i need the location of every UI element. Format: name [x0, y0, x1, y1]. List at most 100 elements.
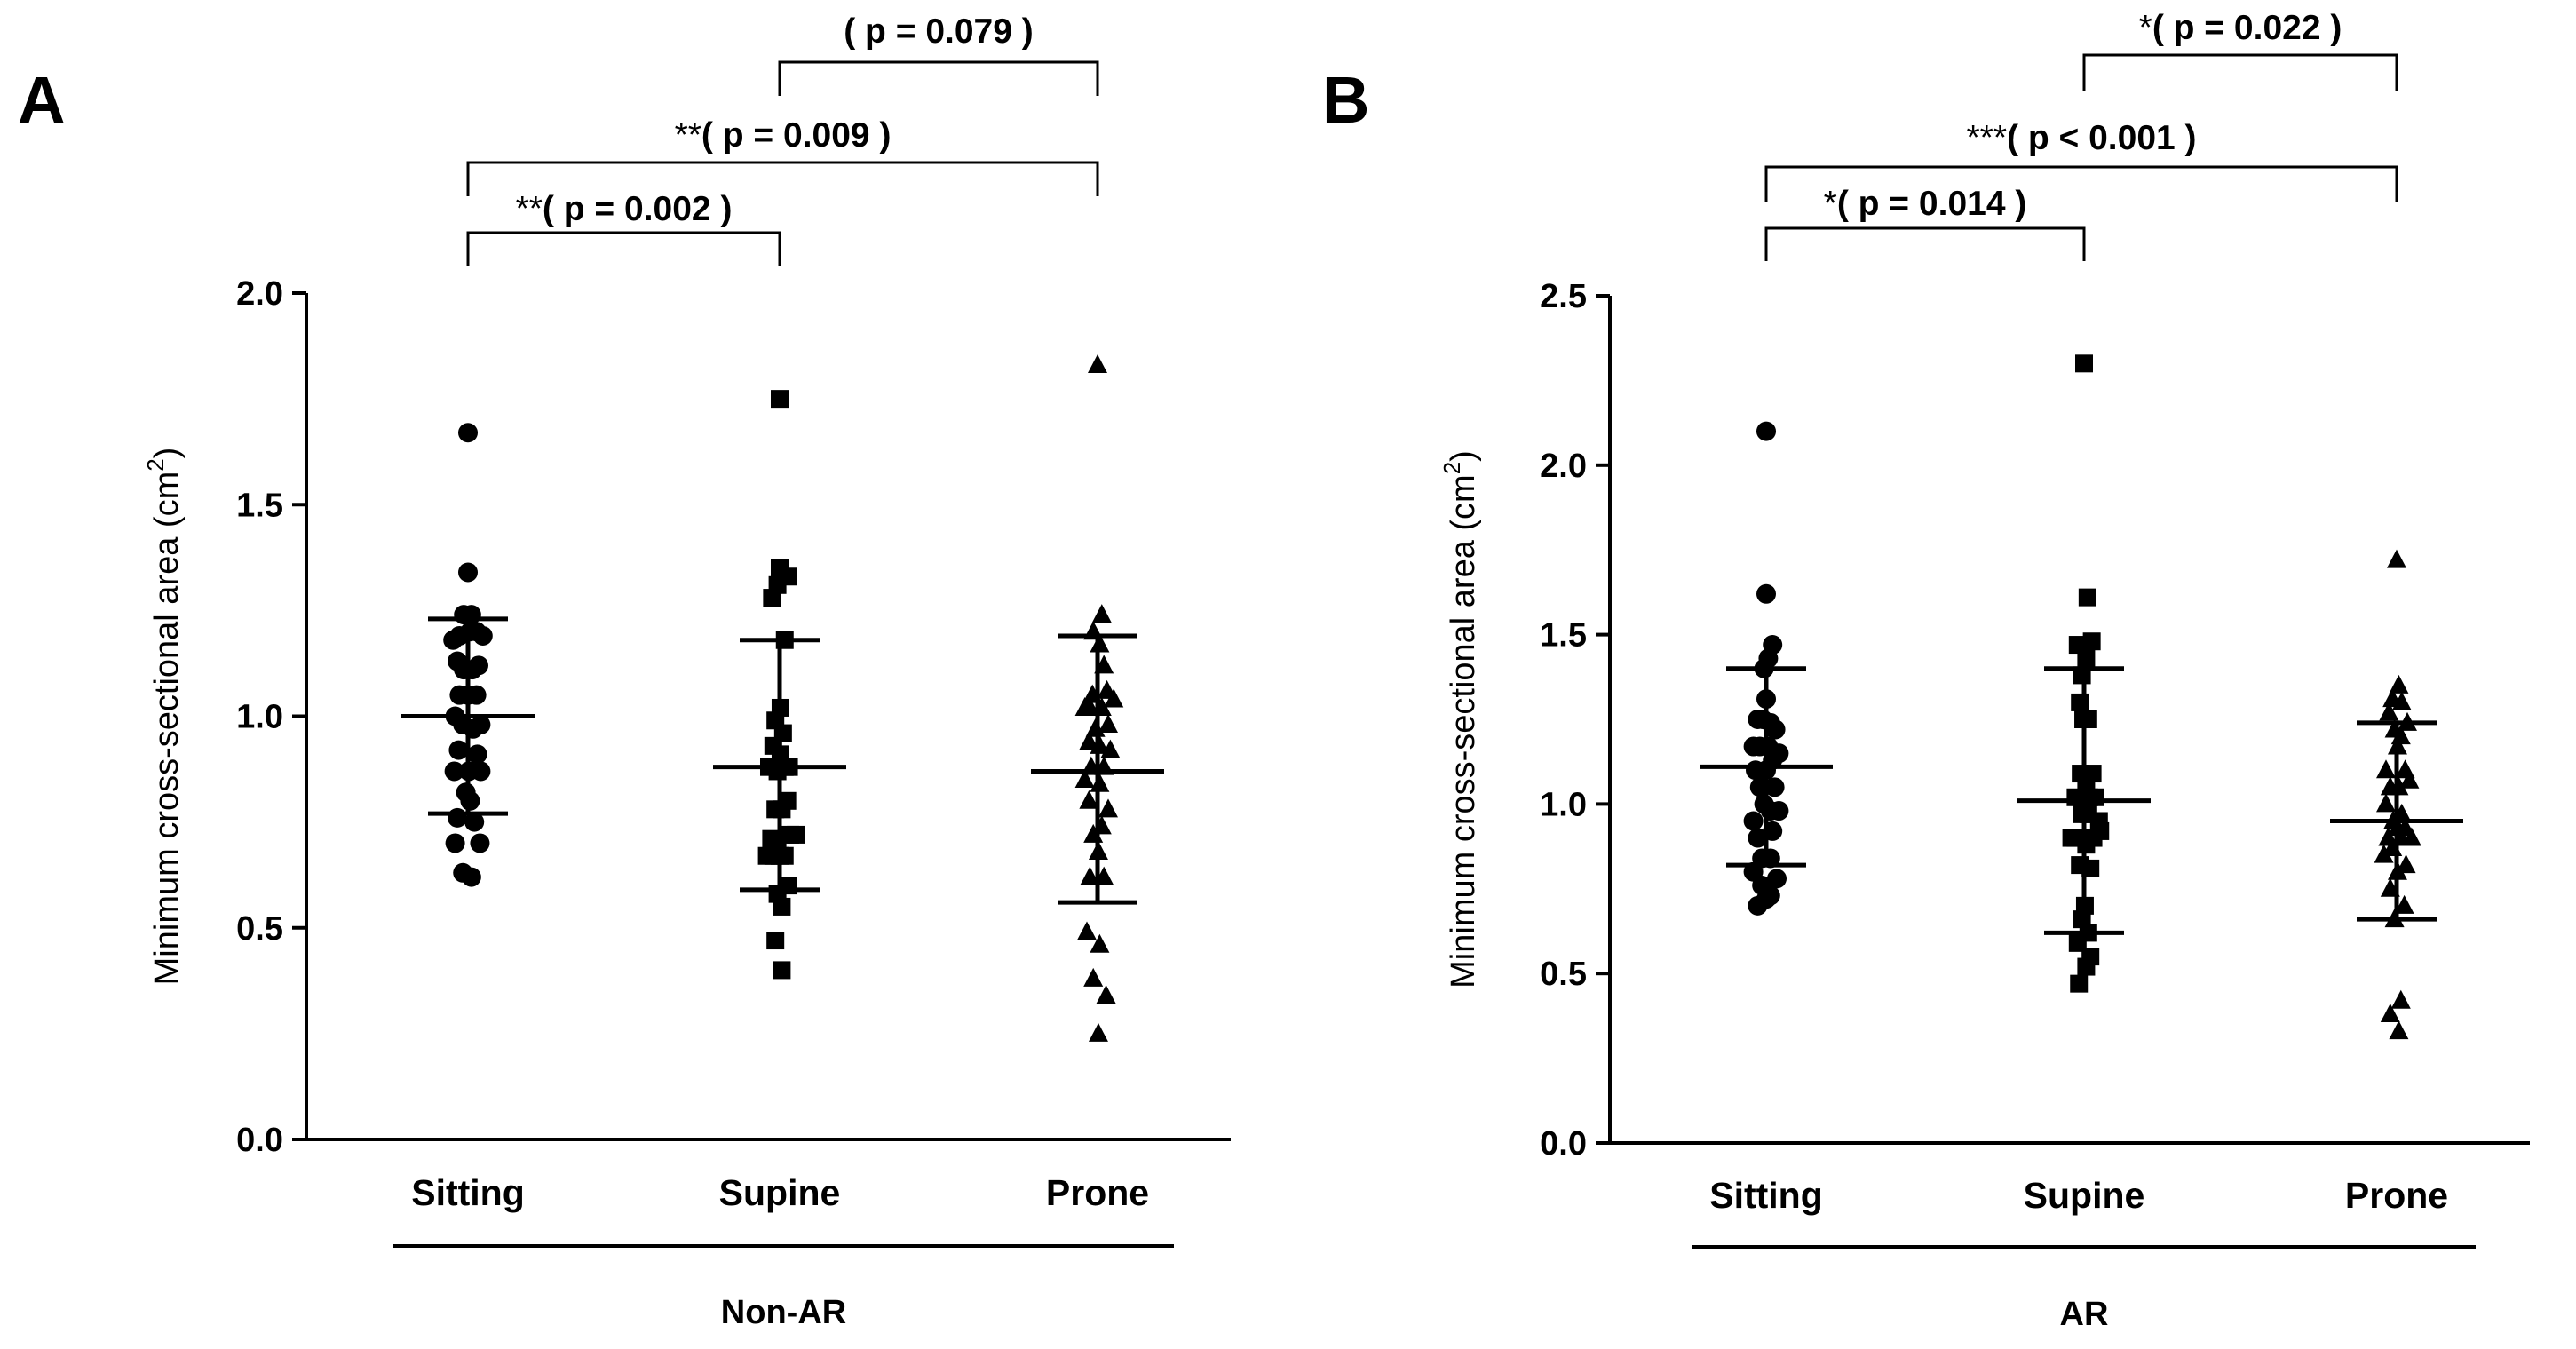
bracket-label: ( p = 0.079 ): [844, 12, 1034, 51]
panel-a: A 0.0 0.5 1.0 1.5 2.0 Minimum cross-sectional …: [18, 12, 1231, 1331]
y-tick-label: 0.0: [1540, 1125, 1587, 1163]
data-point-square: [2068, 933, 2087, 952]
x-category-label: Sitting: [411, 1172, 525, 1213]
data-point-triangle: [1077, 921, 1097, 940]
data-point-triangle: [2389, 1020, 2409, 1040]
data-point-circle: [448, 740, 469, 760]
y-tick-label: 1.0: [236, 699, 283, 736]
data-point-square: [2091, 821, 2110, 840]
data-point-triangle: [1098, 714, 1118, 734]
significance-bracket: **( p = 0.009 ): [466, 116, 1099, 196]
data-point-circle: [472, 625, 493, 646]
data-point-circle: [448, 807, 467, 828]
data-point-circle: [458, 562, 478, 583]
significance-stars: **: [675, 116, 701, 155]
bracket-line: [466, 231, 781, 266]
series-prone: [2330, 549, 2463, 1040]
data-point-square: [2077, 957, 2096, 976]
panel-letter: B: [1322, 63, 1369, 137]
data-point-triangle: [1088, 354, 1107, 374]
data-point-square: [2078, 588, 2096, 607]
p-value-text: ( p = 0.022 ): [2152, 9, 2342, 47]
data-point-circle: [466, 685, 487, 705]
data-point-circle: [469, 655, 488, 676]
significance-stars: *: [1824, 185, 1837, 223]
bracket-label: **( p = 0.009 ): [675, 116, 892, 155]
panel-b: B 0.0 0.5 1.0 1.5 2.0 2.5 Minimum cross-section…: [1322, 9, 2530, 1333]
significance-bracket: **( p = 0.002 ): [466, 190, 781, 266]
data-point-triangle: [1091, 604, 1112, 623]
data-point-triangle: [2401, 827, 2421, 846]
significance-bracket: ( p = 0.079 ): [778, 12, 1099, 96]
x-category-label: Prone: [2345, 1175, 2448, 1216]
data-point-triangle: [2391, 691, 2412, 710]
data-point-circle: [444, 761, 464, 782]
p-value-text: ( p = 0.014 ): [1837, 185, 2027, 223]
data-point-triangle: [2376, 793, 2396, 813]
y-tick-label: 1.5: [1540, 617, 1587, 655]
series-supine: [2017, 354, 2151, 993]
data-point-circle: [471, 761, 491, 782]
data-point-triangle: [1088, 1022, 1108, 1042]
data-point-circle: [445, 833, 465, 853]
data-point-triangle: [2374, 844, 2394, 863]
data-point-square: [773, 897, 791, 916]
data-point-triangle: [2389, 674, 2409, 694]
data-point-square: [771, 390, 789, 409]
panel-letter: A: [18, 63, 65, 137]
y-tick-label: 2.0: [1540, 448, 1587, 485]
data-point-circle: [1748, 828, 1768, 848]
data-point-circle: [1767, 869, 1787, 889]
data-point-triangle: [1090, 933, 1110, 953]
data-point-square: [2077, 649, 2096, 668]
data-point-triangle: [2394, 894, 2414, 914]
data-point-triangle: [2387, 549, 2406, 568]
p-value-text: ( p = 0.002 ): [543, 190, 733, 228]
y-axis-label-text: Minimum cross-sectional area (cm: [1445, 474, 1482, 988]
bracket-line: [1764, 165, 2398, 202]
bracket-label: *( p = 0.022 ): [2139, 9, 2342, 47]
data-point-circle: [1743, 811, 1764, 831]
y-tick-label: 0.5: [1540, 956, 1587, 993]
x-category-label: Supine: [719, 1172, 841, 1213]
bracket-label: *( p = 0.014 ): [1824, 185, 2027, 223]
significance-bracket: *( p = 0.022 ): [2082, 9, 2398, 91]
data-point-triangle: [1083, 967, 1104, 987]
data-point-circle: [1756, 421, 1776, 441]
y-axis-label-superscript: 2: [142, 458, 169, 471]
data-point-triangle: [1104, 688, 1124, 708]
data-point-square: [2070, 974, 2089, 993]
y-axis-label-close: ): [148, 448, 186, 459]
series-prone: [1031, 354, 1164, 1042]
series-sitting: [401, 423, 535, 887]
p-value-text: ( p = 0.079 ): [844, 12, 1034, 51]
data-point-square: [773, 961, 791, 980]
data-point-circle: [1756, 583, 1776, 604]
significance-bracket: *( p = 0.014 ): [1764, 185, 2086, 261]
data-point-circle: [1764, 777, 1785, 797]
p-value-text: ( p = 0.009 ): [701, 116, 892, 155]
data-point-circle: [470, 833, 490, 853]
data-point-square: [763, 589, 781, 607]
bracket-label: **( p = 0.002 ): [516, 190, 733, 228]
data-point-triangle: [1079, 731, 1099, 750]
data-point-circle: [458, 423, 478, 443]
y-tick-label: 0.0: [236, 1122, 283, 1159]
data-point-triangle: [2376, 759, 2396, 779]
data-point-triangle: [2380, 1003, 2400, 1022]
significance-stars: ***: [1966, 119, 2007, 157]
x-category-label: Supine: [2024, 1175, 2145, 1216]
y-tick-label: 0.5: [236, 910, 283, 948]
data-point-circle: [467, 744, 487, 765]
bracket-line: [778, 60, 1099, 96]
bracket-line: [1764, 226, 2086, 261]
data-point-triangle: [1098, 798, 1118, 818]
data-point-triangle: [1096, 984, 1116, 1004]
data-point-triangle: [1080, 866, 1100, 885]
p-value-text: ( p < 0.001 ): [2007, 119, 2197, 157]
significance-bracket: ***( p < 0.001 ): [1764, 119, 2398, 202]
y-axis-label: Minimum cross-sectional area (cm2): [142, 448, 186, 986]
data-point-triangle: [1074, 768, 1095, 788]
y-tick-label: 1.5: [236, 487, 283, 524]
